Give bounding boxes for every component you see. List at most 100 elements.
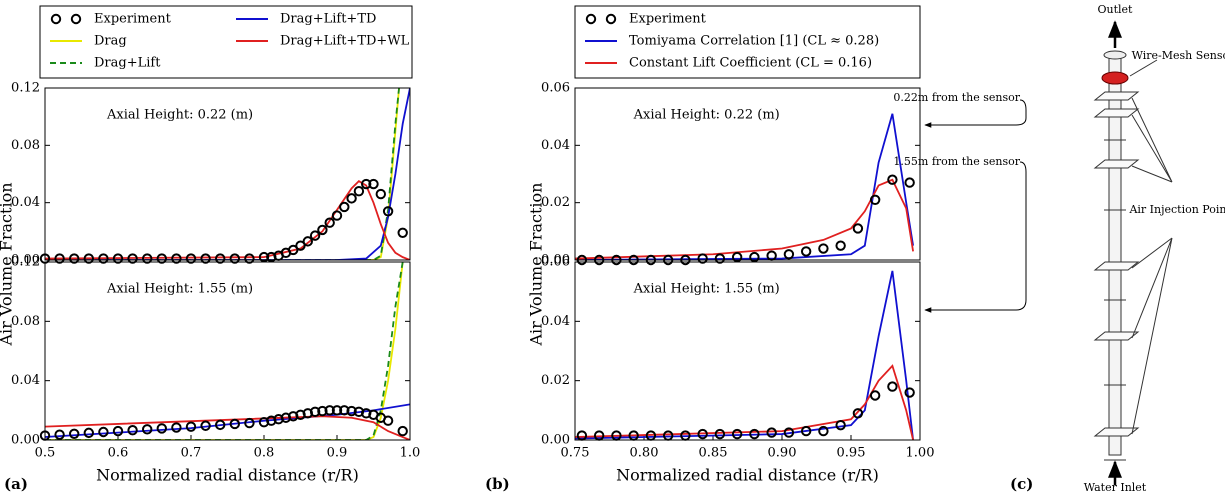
apparatus-diagram [924,20,1173,485]
y-axis-label: Air Volume Fraction [527,182,546,346]
data-point [83,253,95,264]
data-point [783,427,795,438]
data-point [229,418,241,430]
panel-label: (a) [4,475,28,493]
y-tick-label: 0.06 [541,81,570,96]
y-tick-label: 0.04 [541,314,570,329]
x-tick-label: 1.00 [906,446,935,461]
data-point [142,424,153,435]
annotation: Axial Height: 1.55 (m) [633,282,780,297]
diagram-label: Wire-Mesh Sensor [1132,49,1225,62]
data-point [171,422,182,433]
annotation: Axial Height: 0.22 (m) [633,108,780,123]
data-point [904,177,915,188]
x-tick-label: 0.80 [630,446,659,461]
data-point [697,253,708,264]
legend-label: Experiment [94,12,172,27]
y-tick-label: 0.06 [541,255,570,270]
data-point [324,217,335,228]
data-point [69,253,80,264]
axes-frame [44,87,411,261]
diagram-label: Outlet [1098,3,1134,16]
data-point [54,253,65,264]
data-point [200,253,211,264]
x-tick-label: 0.6 [108,446,129,461]
data-point [324,405,335,416]
data-point [156,253,168,264]
data-point [317,405,328,417]
data-point [382,415,394,426]
y-tick-label: 0.02 [541,195,570,210]
data-point [869,194,881,206]
x-tick-label: 0.95 [837,446,866,461]
data-point [215,419,226,431]
data-point [295,240,306,251]
data-point [368,178,379,190]
x-tick-label: 1.0 [400,446,421,461]
data-point [244,253,255,264]
data-point [835,419,846,431]
panel-label: (c) [1010,475,1033,493]
y-tick-label: 0.00 [541,253,570,268]
data-point [156,423,168,434]
y-tick-label: 0.08 [11,314,40,329]
x-tick-label: 0.5 [35,446,56,461]
data-point [54,429,65,440]
plot-area [575,113,914,260]
data-point [852,408,864,419]
series-line [575,178,914,260]
data-point [229,253,241,264]
data-point [697,428,708,440]
data-point [185,253,197,264]
data-point [397,227,408,238]
data-point [112,253,124,264]
data-point [869,390,881,401]
data-point [98,253,109,264]
x-tick-label: 0.90 [768,446,797,461]
legend-label: Drag+Lift+TD+WL [280,34,410,49]
data-point [244,417,255,429]
data-point [288,244,299,256]
x-axis-label: Normalized radial distance (r/R) [96,466,359,485]
data-point [171,253,182,264]
data-point [302,236,313,247]
legend-label: Constant Lift Coefficient (CL = 0.16) [629,56,872,71]
legend-marker [50,13,62,25]
data-point [127,253,138,264]
data-point [127,425,138,436]
y-tick-label: 0.02 [541,373,570,388]
legend-box [39,5,413,79]
legend-marker [585,13,597,25]
data-point [339,201,350,213]
legend-marker [605,13,617,25]
data-point [331,210,343,221]
diagram-label: 0.22m from the sensor [893,91,1020,104]
legend-label: Drag+Lift [94,56,161,71]
axes-frame [574,87,921,261]
data-point [353,186,365,197]
data-point [346,193,357,204]
axes-frame [44,261,411,441]
data-point [731,251,743,263]
legend-marker [70,13,82,25]
data-point [200,420,211,431]
data-point [339,405,350,416]
legend-label: Experiment [629,12,707,27]
data-point [800,425,812,437]
x-tick-label: 0.8 [254,446,275,461]
axes-frame [574,261,921,441]
y-tick-label: 0.12 [11,81,40,96]
legend-label: Drag [94,34,127,49]
x-tick-label: 0.85 [699,446,728,461]
y-axis-label: Air Volume Fraction [0,182,16,346]
series-line [45,262,404,440]
data-point [662,430,674,441]
data-point [397,425,408,437]
data-point [852,223,864,234]
data-point [766,427,777,438]
data-point [361,178,372,190]
data-point [818,243,829,254]
y-tick-label: 0.00 [11,433,40,448]
legend-label: Drag+Lift+TD [280,12,376,27]
